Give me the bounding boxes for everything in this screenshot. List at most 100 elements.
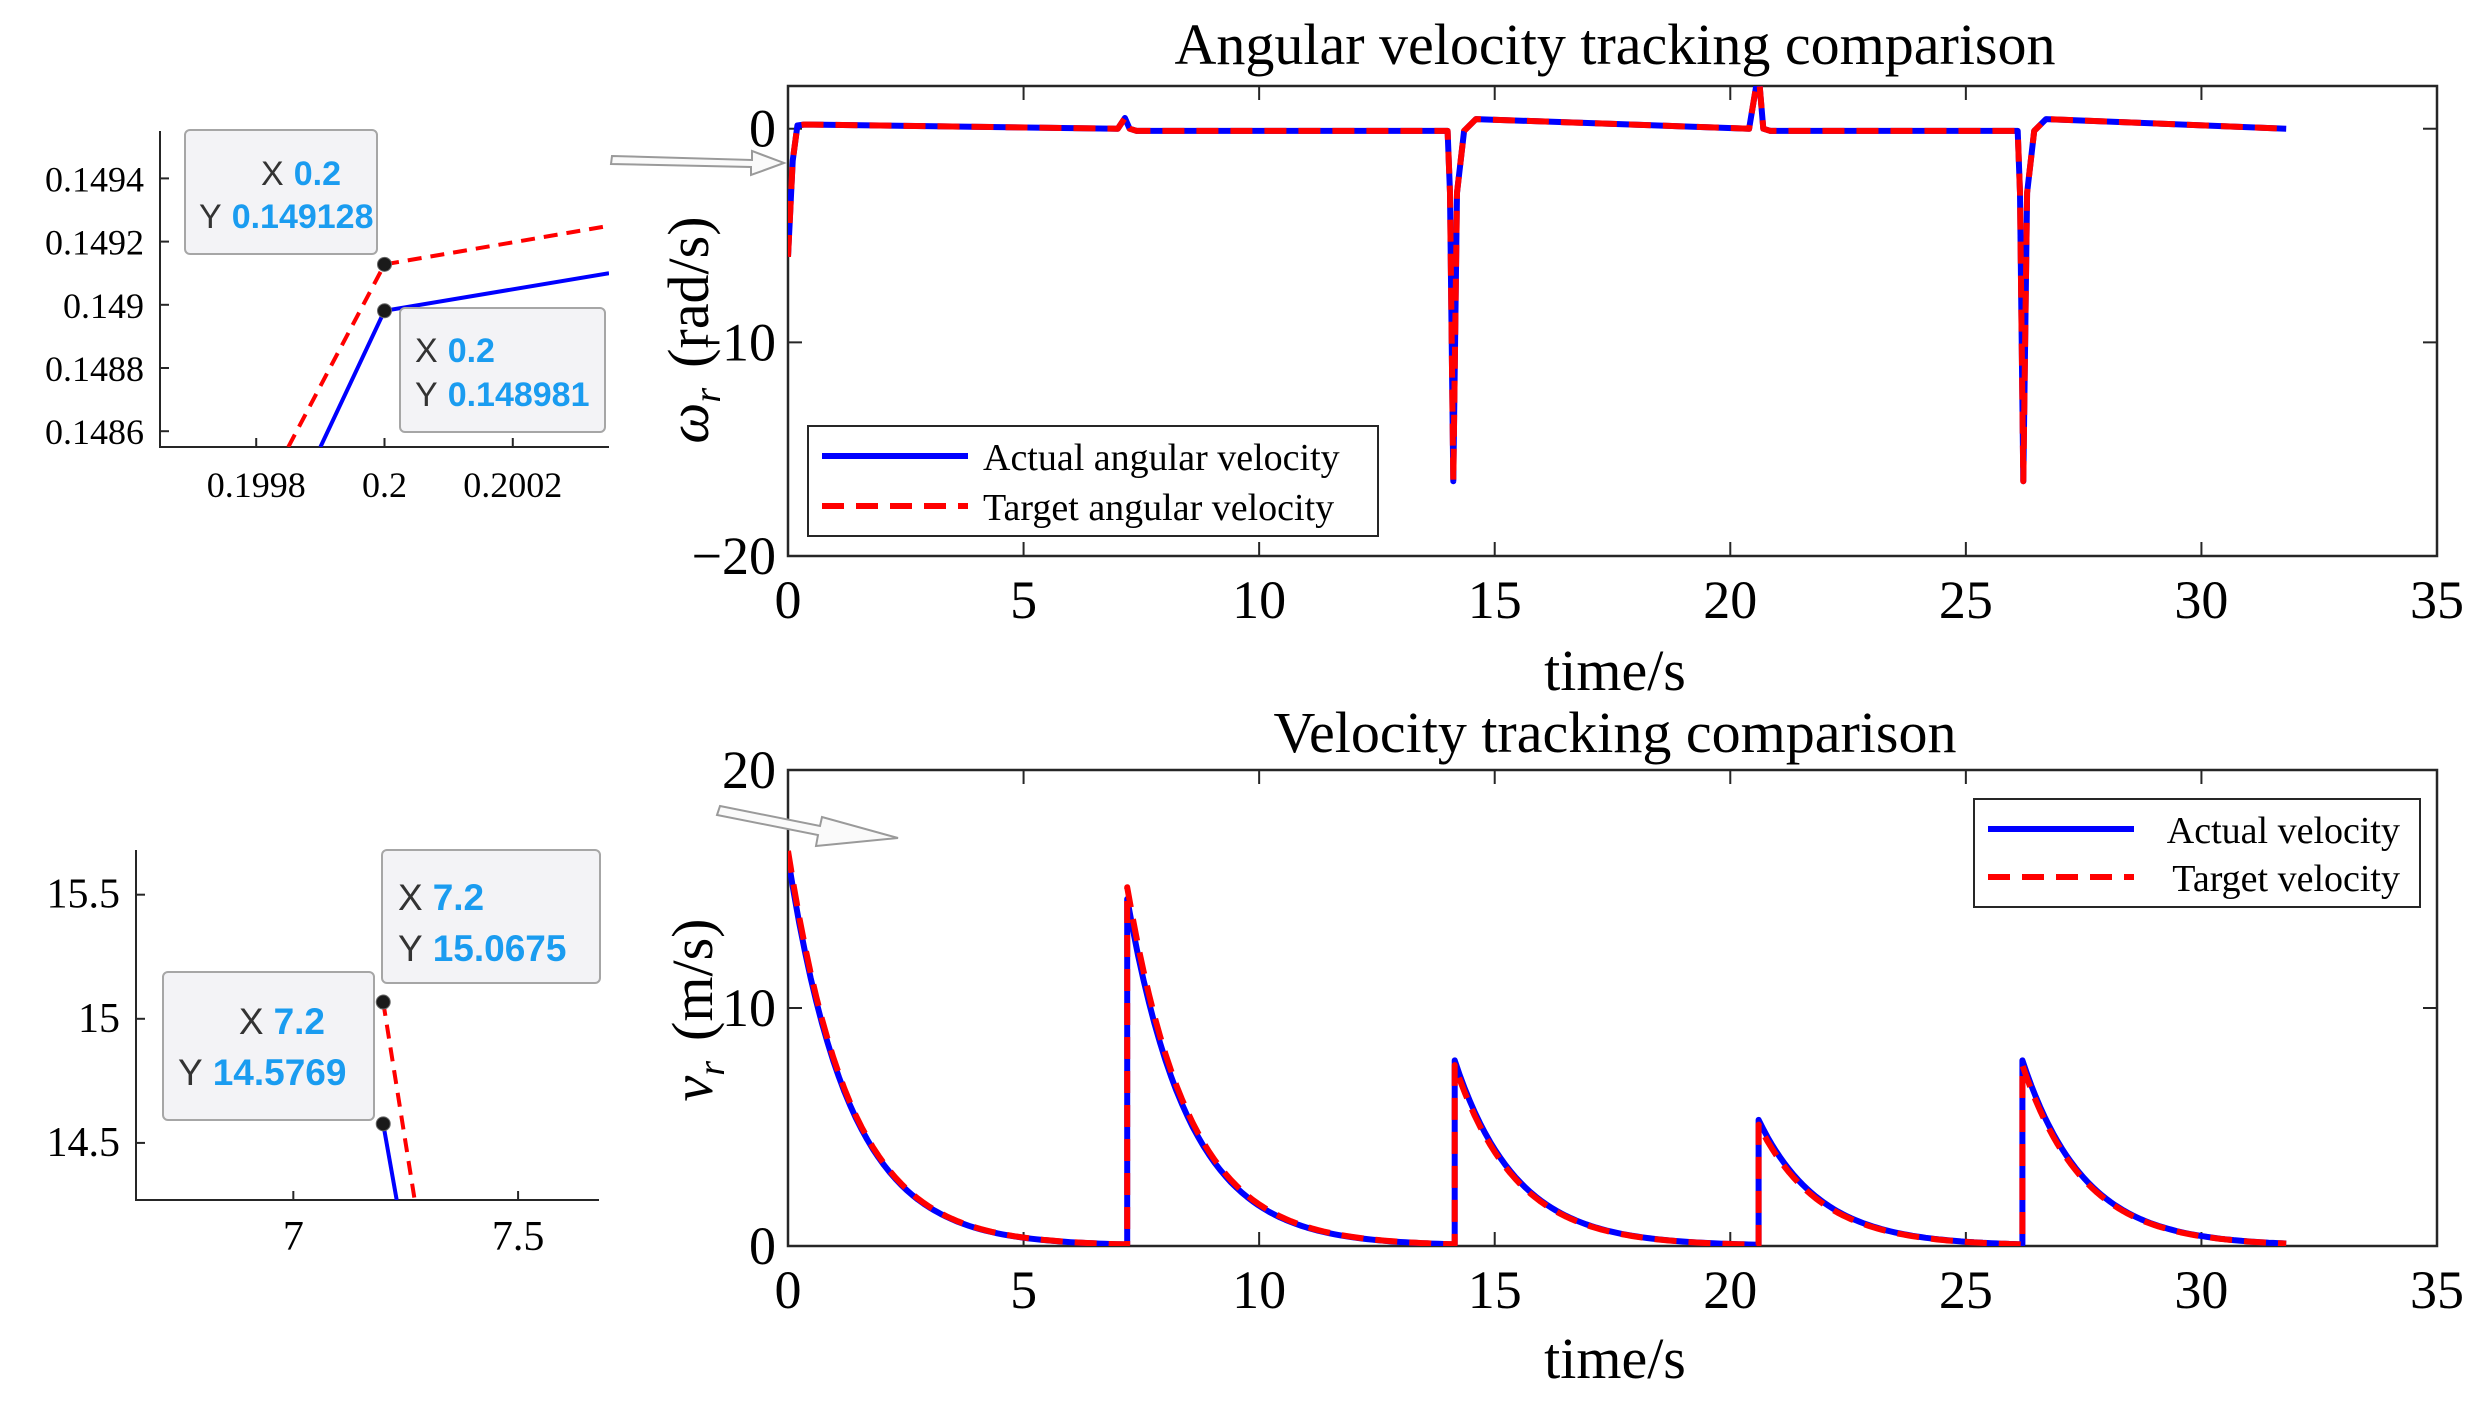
datatip-y-value: 15.0675 xyxy=(433,928,567,969)
arrow-velocity-zoom xyxy=(715,804,899,848)
angular-xlabel: time/s xyxy=(1544,638,1686,703)
velocity-lines xyxy=(788,850,2287,1246)
velocity-ticks: 0 5 10 15 20 25 30 35 0 10 20 xyxy=(722,740,2464,1320)
velocity-ylabel: vr (m/s) xyxy=(660,919,733,1102)
svg-text:Y14.5769: Y 14.5769 xyxy=(178,1052,346,1093)
velocity-ylabel-unit: (m/s) xyxy=(660,919,725,1041)
y-tick-label: 10 xyxy=(722,978,776,1038)
x-tick-label: 5 xyxy=(1010,570,1037,630)
datatip-y-label: Y xyxy=(178,1052,203,1093)
x-tick-label: 25 xyxy=(1939,570,1993,630)
legend-actual-label: Actual angular velocity xyxy=(983,437,1340,479)
zoom-velocity-axes xyxy=(135,850,599,1201)
y-tick-label: 0.1486 xyxy=(45,412,144,452)
arrow-angular-zoom xyxy=(609,149,787,177)
svg-text:X7.2: X 7.2 xyxy=(398,877,484,918)
x-tick-label: 35 xyxy=(2410,570,2464,630)
datatip-y-label: Y xyxy=(199,198,222,236)
angular-ticks: 0 5 10 15 20 25 30 35 −20 −10 0 xyxy=(692,86,2464,630)
x-tick-label: 15 xyxy=(1468,1260,1522,1320)
zoom-angular-points xyxy=(377,256,392,319)
svg-text:Y0.149128: Y 0.149128 xyxy=(199,198,374,236)
datatip-x-value: 0.2 xyxy=(294,155,341,193)
datatip-target-velocity[interactable]: X 7.2 Y 15.0675 xyxy=(381,849,601,984)
x-tick-label: 20 xyxy=(1703,1260,1757,1320)
y-tick-label: −20 xyxy=(692,526,776,586)
datatip-marker[interactable] xyxy=(377,256,392,272)
zoom-velocity-lines xyxy=(381,1001,417,1200)
svg-text:X0.2: X 0.2 xyxy=(261,155,341,193)
y-tick-label: −10 xyxy=(692,312,776,372)
x-tick-label: 25 xyxy=(1939,1260,1993,1320)
datatip-marker[interactable] xyxy=(377,303,392,319)
x-tick-label: 7 xyxy=(283,1214,304,1260)
svg-text:Y0.148981: Y 0.148981 xyxy=(415,376,590,414)
y-tick-label: 20 xyxy=(722,740,776,800)
zoom-velocity-points xyxy=(375,994,391,1132)
angular-plot-area xyxy=(786,84,2439,558)
velocity-legend: Actual velocity Target velocity xyxy=(1973,798,2421,908)
y-tick-label: 0.1488 xyxy=(45,349,144,389)
angular-ylabel-sub: r xyxy=(687,388,729,403)
svg-text:Y15.0675: Y 15.0675 xyxy=(398,928,566,969)
angular-lines xyxy=(788,86,2287,485)
x-tick-label: 10 xyxy=(1232,570,1286,630)
x-tick-label: 15 xyxy=(1468,570,1522,630)
datatip-marker[interactable] xyxy=(375,1116,391,1132)
angular-ylabel-unit: (rad/s) xyxy=(656,216,721,367)
legend-target-label: Target angular velocity xyxy=(983,487,1334,529)
angular-ylabel-symbol: ω xyxy=(656,403,721,444)
datatip-x-value: 7.2 xyxy=(274,1001,325,1042)
datatip-y-value: 14.5769 xyxy=(213,1052,347,1093)
zoom-velocity-ticks: 7 7.5 14.5 15 15.5 xyxy=(47,872,545,1260)
x-tick-label: 35 xyxy=(2410,1260,2464,1320)
x-tick-label: 5 xyxy=(1010,1260,1037,1320)
svg-text:X7.2: X 7.2 xyxy=(239,1001,325,1042)
y-tick-label: 14.5 xyxy=(47,1120,121,1166)
y-tick-label: 0 xyxy=(749,1216,776,1276)
y-tick-label: 15 xyxy=(78,996,120,1042)
datatip-marker[interactable] xyxy=(375,994,391,1010)
datatip-x-label: X xyxy=(398,877,423,918)
series-target-angular xyxy=(788,86,2287,485)
angular-legend: Actual angular velocity Target angular v… xyxy=(807,425,1379,537)
y-tick-label: 0 xyxy=(749,99,776,159)
datatip-y-label: Y xyxy=(415,376,438,414)
x-tick-label: 0 xyxy=(775,570,802,630)
datatip-actual-angular[interactable]: X 0.2 Y 0.148981 xyxy=(399,307,606,433)
series-actual-velocity xyxy=(788,857,2287,1246)
datatip-x-label: X xyxy=(239,1001,264,1042)
x-tick-label: 30 xyxy=(2174,1260,2228,1320)
x-tick-label: 0.2002 xyxy=(463,465,562,505)
velocity-title: Velocity tracking comparison xyxy=(1274,700,1957,765)
zoom-angular-ticks: 0.1998 0.2 0.2002 0.1486 0.1488 0.149 0.1492 0.… xyxy=(45,159,562,505)
zoom-angular-inset: 0.1998 0.2 0.2002 0.1486 0.1488 0.149 0.1492 0.… xyxy=(45,129,609,505)
angular-title: Angular velocity tracking comparison xyxy=(1174,12,2055,77)
zoom-series-target xyxy=(381,1001,417,1200)
datatip-x-label: X xyxy=(415,332,438,370)
angular-chart: Angular velocity tracking comparison 0 5 1… xyxy=(656,12,2464,703)
datatip-y-label: Y xyxy=(398,928,423,969)
svg-text:ωr(rad/s): ωr (rad/s) xyxy=(656,216,729,443)
x-tick-label: 30 xyxy=(2174,570,2228,630)
zoom-angular-axes xyxy=(159,131,609,448)
velocity-ylabel-symbol: v xyxy=(660,1075,725,1101)
x-tick-label: 20 xyxy=(1703,570,1757,630)
legend-target-velocity-label: Target velocity xyxy=(2172,858,2400,900)
velocity-ylabel-sub: r xyxy=(691,1061,733,1076)
x-tick-label: 0.2 xyxy=(362,465,407,505)
zoom-series-actual xyxy=(381,1123,399,1200)
legend-actual-velocity-label: Actual velocity xyxy=(2167,810,2400,852)
y-tick-label: 15.5 xyxy=(47,872,121,918)
y-tick-label: 0.1494 xyxy=(45,159,144,199)
velocity-xlabel: time/s xyxy=(1544,1326,1686,1391)
datatip-target-angular[interactable]: X 0.2 Y 0.149128 xyxy=(184,129,378,255)
datatip-y-value: 0.148981 xyxy=(448,376,590,414)
x-tick-label: 0 xyxy=(775,1260,802,1320)
x-tick-label: 10 xyxy=(1232,1260,1286,1320)
datatip-x-value: 7.2 xyxy=(433,877,484,918)
datatip-actual-velocity[interactable]: X 7.2 Y 14.5769 xyxy=(162,971,375,1121)
series-actual-angular xyxy=(788,86,2287,485)
